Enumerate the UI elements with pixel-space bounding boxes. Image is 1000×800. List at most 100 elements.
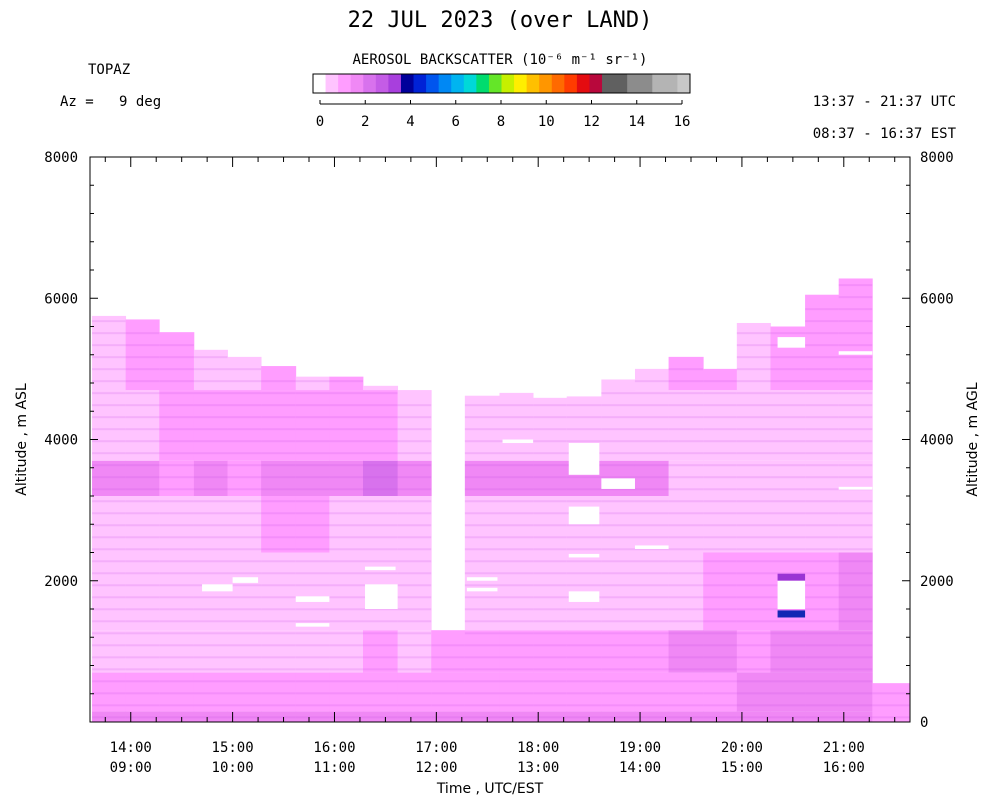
backscatter-stripe xyxy=(193,428,228,431)
backscatter-stripe xyxy=(397,548,432,551)
backscatter-stripe xyxy=(566,404,602,407)
backscatter-stripe xyxy=(397,488,432,491)
backscatter-stripe xyxy=(261,464,296,467)
colorbar-swatch xyxy=(664,74,678,93)
backscatter-stripe xyxy=(159,668,194,671)
backscatter-stripe xyxy=(397,404,432,407)
backscatter-stripe xyxy=(566,416,602,419)
backscatter-stripe xyxy=(736,632,771,635)
backscatter-cell xyxy=(431,672,466,712)
backscatter-cell xyxy=(736,672,771,712)
backscatter-stripe xyxy=(92,704,126,707)
backscatter-stripe xyxy=(227,692,262,695)
backscatter-stripe xyxy=(533,452,567,455)
backscatter-cell xyxy=(499,552,534,631)
missing-data-gap xyxy=(634,545,669,549)
backscatter-stripe xyxy=(362,476,398,479)
backscatter-stripe xyxy=(159,632,194,635)
backscatter-cell xyxy=(838,711,873,722)
backscatter-cell xyxy=(261,711,297,722)
backscatter-stripe xyxy=(92,368,126,371)
y-tick-label-left: 4000 xyxy=(44,433,78,449)
backscatter-stripe xyxy=(805,524,839,527)
backscatter-stripe xyxy=(838,668,873,671)
backscatter-stripe xyxy=(227,380,262,383)
backscatter-stripe xyxy=(601,452,635,455)
backscatter-stripe xyxy=(295,692,330,695)
backscatter-stripe xyxy=(159,608,194,611)
backscatter-stripe xyxy=(227,440,262,443)
colorbar-swatch xyxy=(551,74,565,93)
backscatter-stripe xyxy=(838,656,873,659)
backscatter-stripe xyxy=(805,692,839,695)
backscatter-stripe xyxy=(703,464,737,467)
backscatter-stripe xyxy=(329,476,363,479)
missing-data-gap xyxy=(466,577,498,581)
backscatter-stripe xyxy=(362,536,398,539)
backscatter-stripe xyxy=(805,668,839,671)
colorbar-tick-label: 2 xyxy=(361,114,369,130)
backscatter-stripe xyxy=(872,704,910,707)
missing-data-gap xyxy=(838,486,873,490)
backscatter-stripe xyxy=(634,620,669,623)
backscatter-stripe xyxy=(770,572,806,575)
backscatter-cell xyxy=(295,460,330,496)
backscatter-stripe xyxy=(838,680,873,683)
backscatter-cell xyxy=(838,672,873,712)
backscatter-stripe xyxy=(329,452,363,455)
backscatter-cell xyxy=(668,356,704,391)
backscatter-stripe xyxy=(533,644,567,647)
backscatter-stripe xyxy=(125,644,160,647)
utc-time-range: 13:37 - 21:37 UTC xyxy=(812,94,956,110)
backscatter-stripe xyxy=(362,524,398,527)
backscatter-stripe xyxy=(805,452,839,455)
backscatter-cell xyxy=(227,460,262,496)
backscatter-stripe xyxy=(601,668,635,671)
backscatter-stripe xyxy=(533,416,567,419)
colorbar-swatch xyxy=(388,74,402,93)
backscatter-stripe xyxy=(736,572,771,575)
backscatter-stripe xyxy=(805,572,839,575)
backscatter-stripe xyxy=(838,560,873,563)
missing-data-gap xyxy=(365,584,398,609)
backscatter-cell xyxy=(499,711,534,722)
backscatter-stripe xyxy=(703,656,737,659)
backscatter-stripe xyxy=(464,476,500,479)
backscatter-stripe xyxy=(193,356,228,359)
backscatter-stripe xyxy=(159,524,194,527)
backscatter-stripe xyxy=(770,536,806,539)
backscatter-stripe xyxy=(838,644,873,647)
backscatter-stripe xyxy=(261,488,296,491)
backscatter-stripe xyxy=(464,596,500,599)
y-axis-label-right: Altitude , m AGL xyxy=(965,382,981,496)
backscatter-stripe xyxy=(533,440,567,443)
backscatter-stripe xyxy=(92,476,126,479)
backscatter-stripe xyxy=(634,440,669,443)
missing-data-gap xyxy=(365,566,396,571)
backscatter-stripe xyxy=(499,680,534,683)
backscatter-stripe xyxy=(533,536,567,539)
backscatter-cell xyxy=(125,672,160,712)
backscatter-stripe xyxy=(329,596,363,599)
backscatter-stripe xyxy=(125,596,160,599)
backscatter-stripe xyxy=(261,632,296,635)
colorbar-tick-label: 6 xyxy=(452,114,460,130)
backscatter-stripe xyxy=(193,704,228,707)
backscatter-stripe xyxy=(227,560,262,563)
backscatter-stripe xyxy=(601,416,635,419)
backscatter-stripe xyxy=(499,572,534,575)
backscatter-cell xyxy=(295,496,330,553)
backscatter-stripe xyxy=(499,476,534,479)
backscatter-stripe xyxy=(736,548,771,551)
backscatter-stripe xyxy=(329,536,363,539)
backscatter-stripe xyxy=(838,584,873,587)
backscatter-stripe xyxy=(770,608,806,611)
backscatter-cell xyxy=(125,390,160,461)
backscatter-stripe xyxy=(736,668,771,671)
backscatter-cell xyxy=(770,672,806,712)
backscatter-cell xyxy=(159,496,195,553)
backscatter-stripe xyxy=(703,392,737,395)
backscatter-stripe xyxy=(329,548,363,551)
backscatter-cell xyxy=(703,460,738,496)
backscatter-stripe xyxy=(770,560,806,563)
